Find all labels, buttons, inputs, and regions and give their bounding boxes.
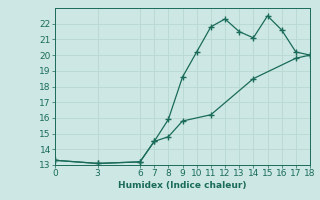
X-axis label: Humidex (Indice chaleur): Humidex (Indice chaleur) (118, 181, 247, 190)
